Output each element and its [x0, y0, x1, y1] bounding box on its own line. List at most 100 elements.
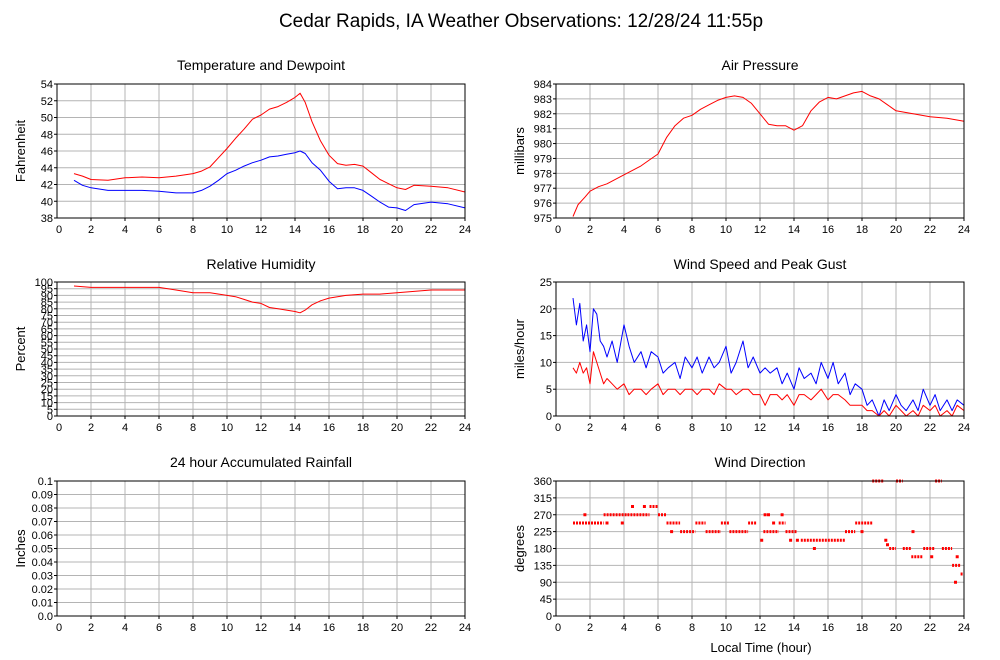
x-tick-label: 6: [156, 224, 162, 236]
direction-point: [911, 530, 915, 534]
chart-rainfall: 2 4 6 8 10 12 14 16 18 20 22 2400.00.010.020.030.04…: [13, 454, 471, 634]
x-tick-label: 24: [958, 224, 970, 236]
y-tick-label: 54: [41, 79, 53, 91]
x-tick-label: 14: [289, 422, 301, 434]
y-tick-label: 65: [41, 324, 53, 336]
y-tick-label: 50: [41, 113, 53, 125]
x-tick-label: 8: [190, 224, 196, 236]
x-tick-label: 14: [788, 622, 800, 634]
x-tick-label: 20: [391, 422, 403, 434]
y-tick-label: 80: [41, 304, 53, 316]
y-tick-label: 0.03: [32, 571, 53, 583]
x-tick-label: 18: [357, 224, 369, 236]
x-tick-label: 6: [655, 224, 661, 236]
x-tick-label: 2: [88, 422, 94, 434]
x-tick-label: 22: [425, 224, 437, 236]
chart-title-wind-speed: Wind Speed and Peak Gust: [674, 256, 847, 272]
x-tick-label: 24: [958, 622, 970, 634]
x-tick-label: 2: [587, 622, 593, 634]
x-tick-label: 0: [56, 422, 62, 434]
chart-panels: 2 4 6 8 10 12 14 16 18 20 22 240384042444648505254T…: [13, 57, 970, 634]
x-tick-label: 10: [221, 224, 233, 236]
chart-title-humidity: Relative Humidity: [207, 256, 316, 272]
x-tick-label: 12: [754, 224, 766, 236]
x-tick-label: 6: [655, 622, 661, 634]
x-tick-label: 8: [689, 622, 695, 634]
series-line-wind-speed-0: [572, 298, 965, 417]
x-tick-label: 10: [720, 422, 732, 434]
direction-point: [930, 555, 934, 559]
x-tick-label: 8: [190, 622, 196, 634]
x-tick-label: 24: [459, 622, 471, 634]
y-tick-label: 100: [35, 277, 53, 289]
y-tick-label: 10: [41, 398, 53, 410]
x-tick-label: 12: [255, 422, 267, 434]
series-line-temperature-0: [73, 92, 466, 193]
y-tick-label: 0: [546, 611, 552, 623]
x-tick-label: 16: [822, 422, 834, 434]
x-tick-label: 10: [720, 224, 732, 236]
x-tick-label: 0: [555, 422, 561, 434]
y-tick-label: 75: [41, 311, 53, 323]
y-tick-label: 0: [546, 411, 552, 423]
y-tick-label: 984: [534, 79, 552, 91]
y-tick-label: 0.0: [38, 611, 53, 623]
x-tick-label: 20: [391, 224, 403, 236]
y-tick-label: 90: [540, 577, 552, 589]
x-tick-label: 2: [88, 224, 94, 236]
x-tick-label: 20: [890, 224, 902, 236]
x-tick-label: 20: [890, 422, 902, 434]
direction-point: [886, 543, 889, 547]
x-tick-label: 10: [221, 622, 233, 634]
y-tick-label: 85: [41, 297, 53, 309]
y-tick-label: 978: [534, 168, 552, 180]
x-tick-label: 2: [587, 422, 593, 434]
x-tick-label: 0: [56, 224, 62, 236]
x-tick-label: 22: [425, 422, 437, 434]
x-tick-label: 2: [88, 622, 94, 634]
direction-point: [631, 505, 634, 508]
y-tick-label: 979: [534, 153, 552, 165]
x-tick-label: 4: [122, 224, 128, 236]
x-tick-label: 10: [221, 422, 233, 434]
x-tick-label: 14: [788, 224, 800, 236]
y-tick-label: 225: [534, 527, 552, 539]
x-tick-label: 4: [621, 622, 627, 634]
x-tick-label: 16: [822, 622, 834, 634]
y-tick-label: 0: [47, 411, 53, 423]
x-tick-label: 22: [924, 224, 936, 236]
y-tick-label: 977: [534, 183, 552, 195]
chart-title-pressure: Air Pressure: [721, 57, 798, 73]
y-tick-label: 981: [534, 124, 552, 136]
page-title: Cedar Rapids, IA Weather Observations: 1…: [279, 11, 763, 32]
direction-point: [583, 513, 587, 517]
direction-point: [954, 580, 957, 584]
x-tick-label: 24: [459, 224, 471, 236]
y-tick-label: 46: [41, 146, 53, 158]
y-axis-title-wind-speed: miles/hour: [512, 318, 527, 379]
y-tick-label: 360: [534, 476, 552, 488]
x-tick-label: 6: [655, 422, 661, 434]
direction-point: [760, 538, 764, 542]
y-tick-label: 90: [41, 290, 53, 302]
series-line-wind-speed-1: [572, 351, 965, 417]
y-axis-title-wind-direction: degrees: [512, 525, 527, 572]
x-tick-label: 14: [788, 422, 800, 434]
direction-point: [812, 547, 816, 550]
y-tick-label: 30: [41, 371, 53, 383]
grid-lines: [57, 83, 466, 219]
series-line-temperature-1: [73, 150, 466, 211]
y-tick-label: 15: [540, 331, 552, 343]
y-tick-label: 55: [41, 337, 53, 349]
y-tick-label: 52: [41, 96, 53, 108]
y-axis-title-humidity: Percent: [13, 326, 28, 371]
y-tick-label: 45: [540, 594, 552, 606]
x-tick-label: 14: [289, 622, 301, 634]
y-tick-label: 0.07: [32, 517, 53, 529]
y-tick-label: 25: [540, 277, 552, 289]
x-tick-label: 22: [425, 622, 437, 634]
series-line-pressure-0: [572, 90, 965, 217]
y-tick-label: 0.02: [32, 584, 53, 596]
y-tick-label: 135: [534, 560, 552, 572]
